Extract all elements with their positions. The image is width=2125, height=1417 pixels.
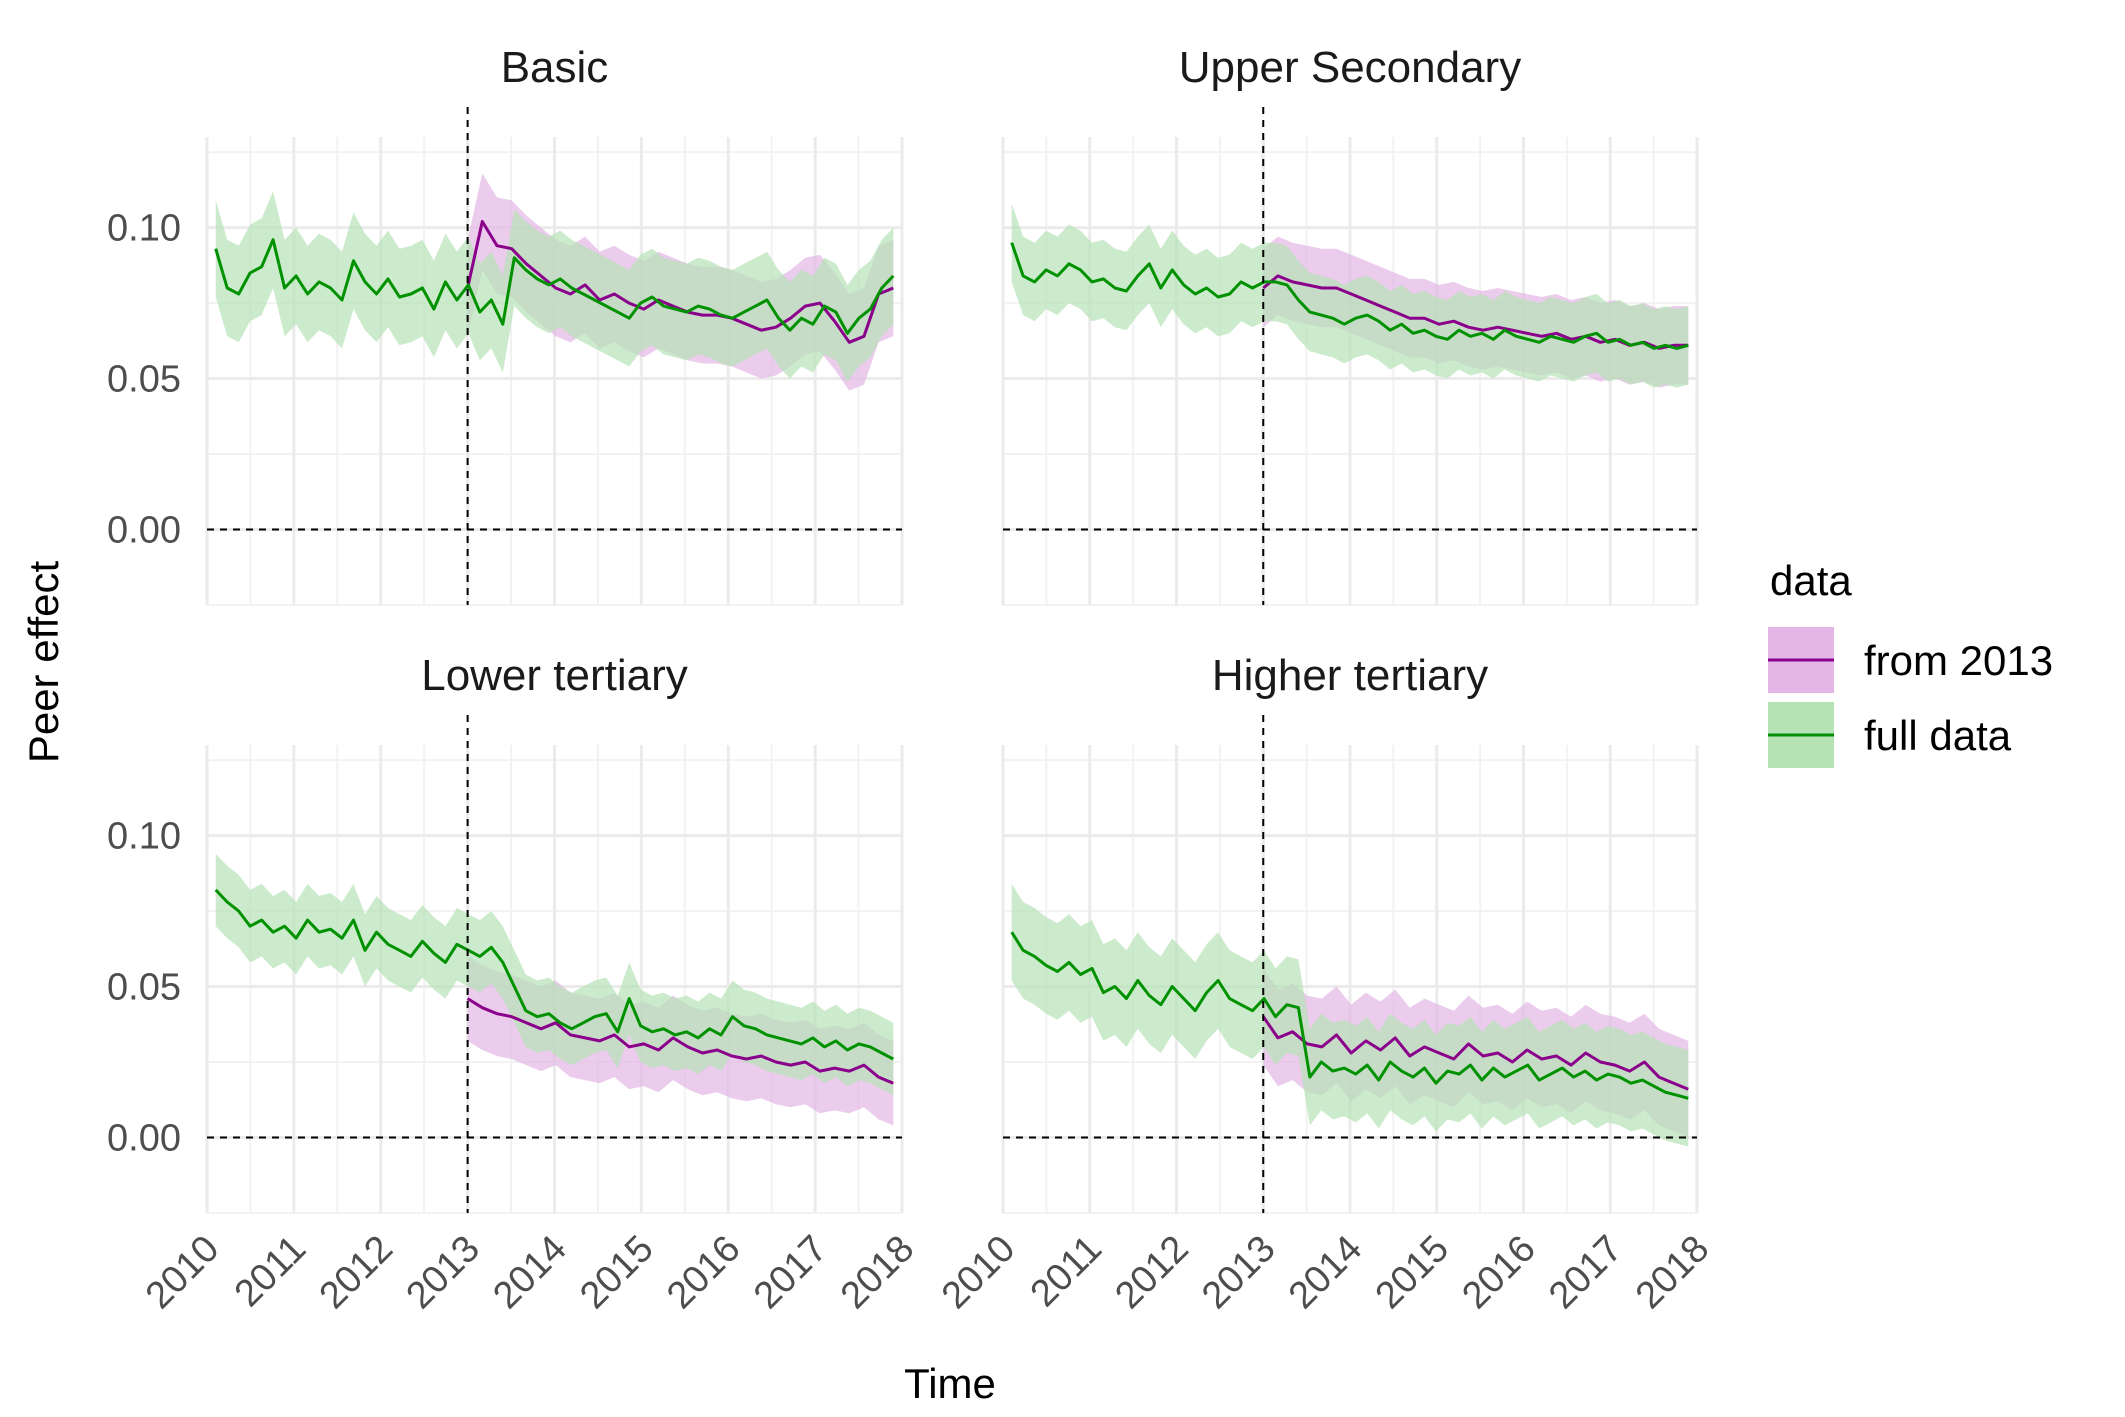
- y-tick-label: 0.05: [107, 359, 181, 401]
- panel-title: Higher tertiary: [1212, 651, 1488, 700]
- panel-upper-secondary: Upper Secondary: [1001, 43, 1699, 606]
- ribbon-full-data: [1011, 203, 1689, 388]
- series-line-full-data: [1010, 242, 1689, 350]
- y-tick-label: 0.05: [107, 967, 181, 1009]
- y-tick-label: 0.10: [107, 208, 181, 250]
- y-tick-label: 0.10: [107, 816, 181, 858]
- legend-title: data: [1770, 557, 1852, 604]
- legend: data from 2013 full data: [1768, 557, 2053, 768]
- legend-item-from-2013: from 2013: [1768, 627, 2053, 693]
- panel-title: Basic: [501, 43, 609, 92]
- legend-label-from-2013: from 2013: [1864, 637, 2053, 684]
- panel-title: Upper Secondary: [1179, 43, 1521, 92]
- ribbon-full-data: [1011, 883, 1689, 1147]
- series-line-full-data: [214, 888, 894, 1061]
- series-line-full-data: [214, 238, 895, 335]
- y-tick-label: 0.00: [107, 1118, 181, 1160]
- ribbon-full-data: [215, 853, 894, 1096]
- series-line-from-2013: [466, 997, 894, 1085]
- legend-item-full-data: full data: [1768, 702, 2012, 768]
- y-tick-label: 0.00: [107, 510, 181, 552]
- legend-label-full-data: full data: [1864, 712, 2012, 759]
- series-line-from-2013: [1262, 1015, 1689, 1091]
- y-axis-title: Peer effect: [20, 560, 67, 763]
- series-line-full-data: [1010, 931, 1689, 1100]
- x-axis-title: Time: [904, 1360, 996, 1407]
- panel-basic: Basic 0.00 0.05 0.10: [107, 43, 904, 606]
- panel-title: Lower tertiary: [421, 651, 688, 700]
